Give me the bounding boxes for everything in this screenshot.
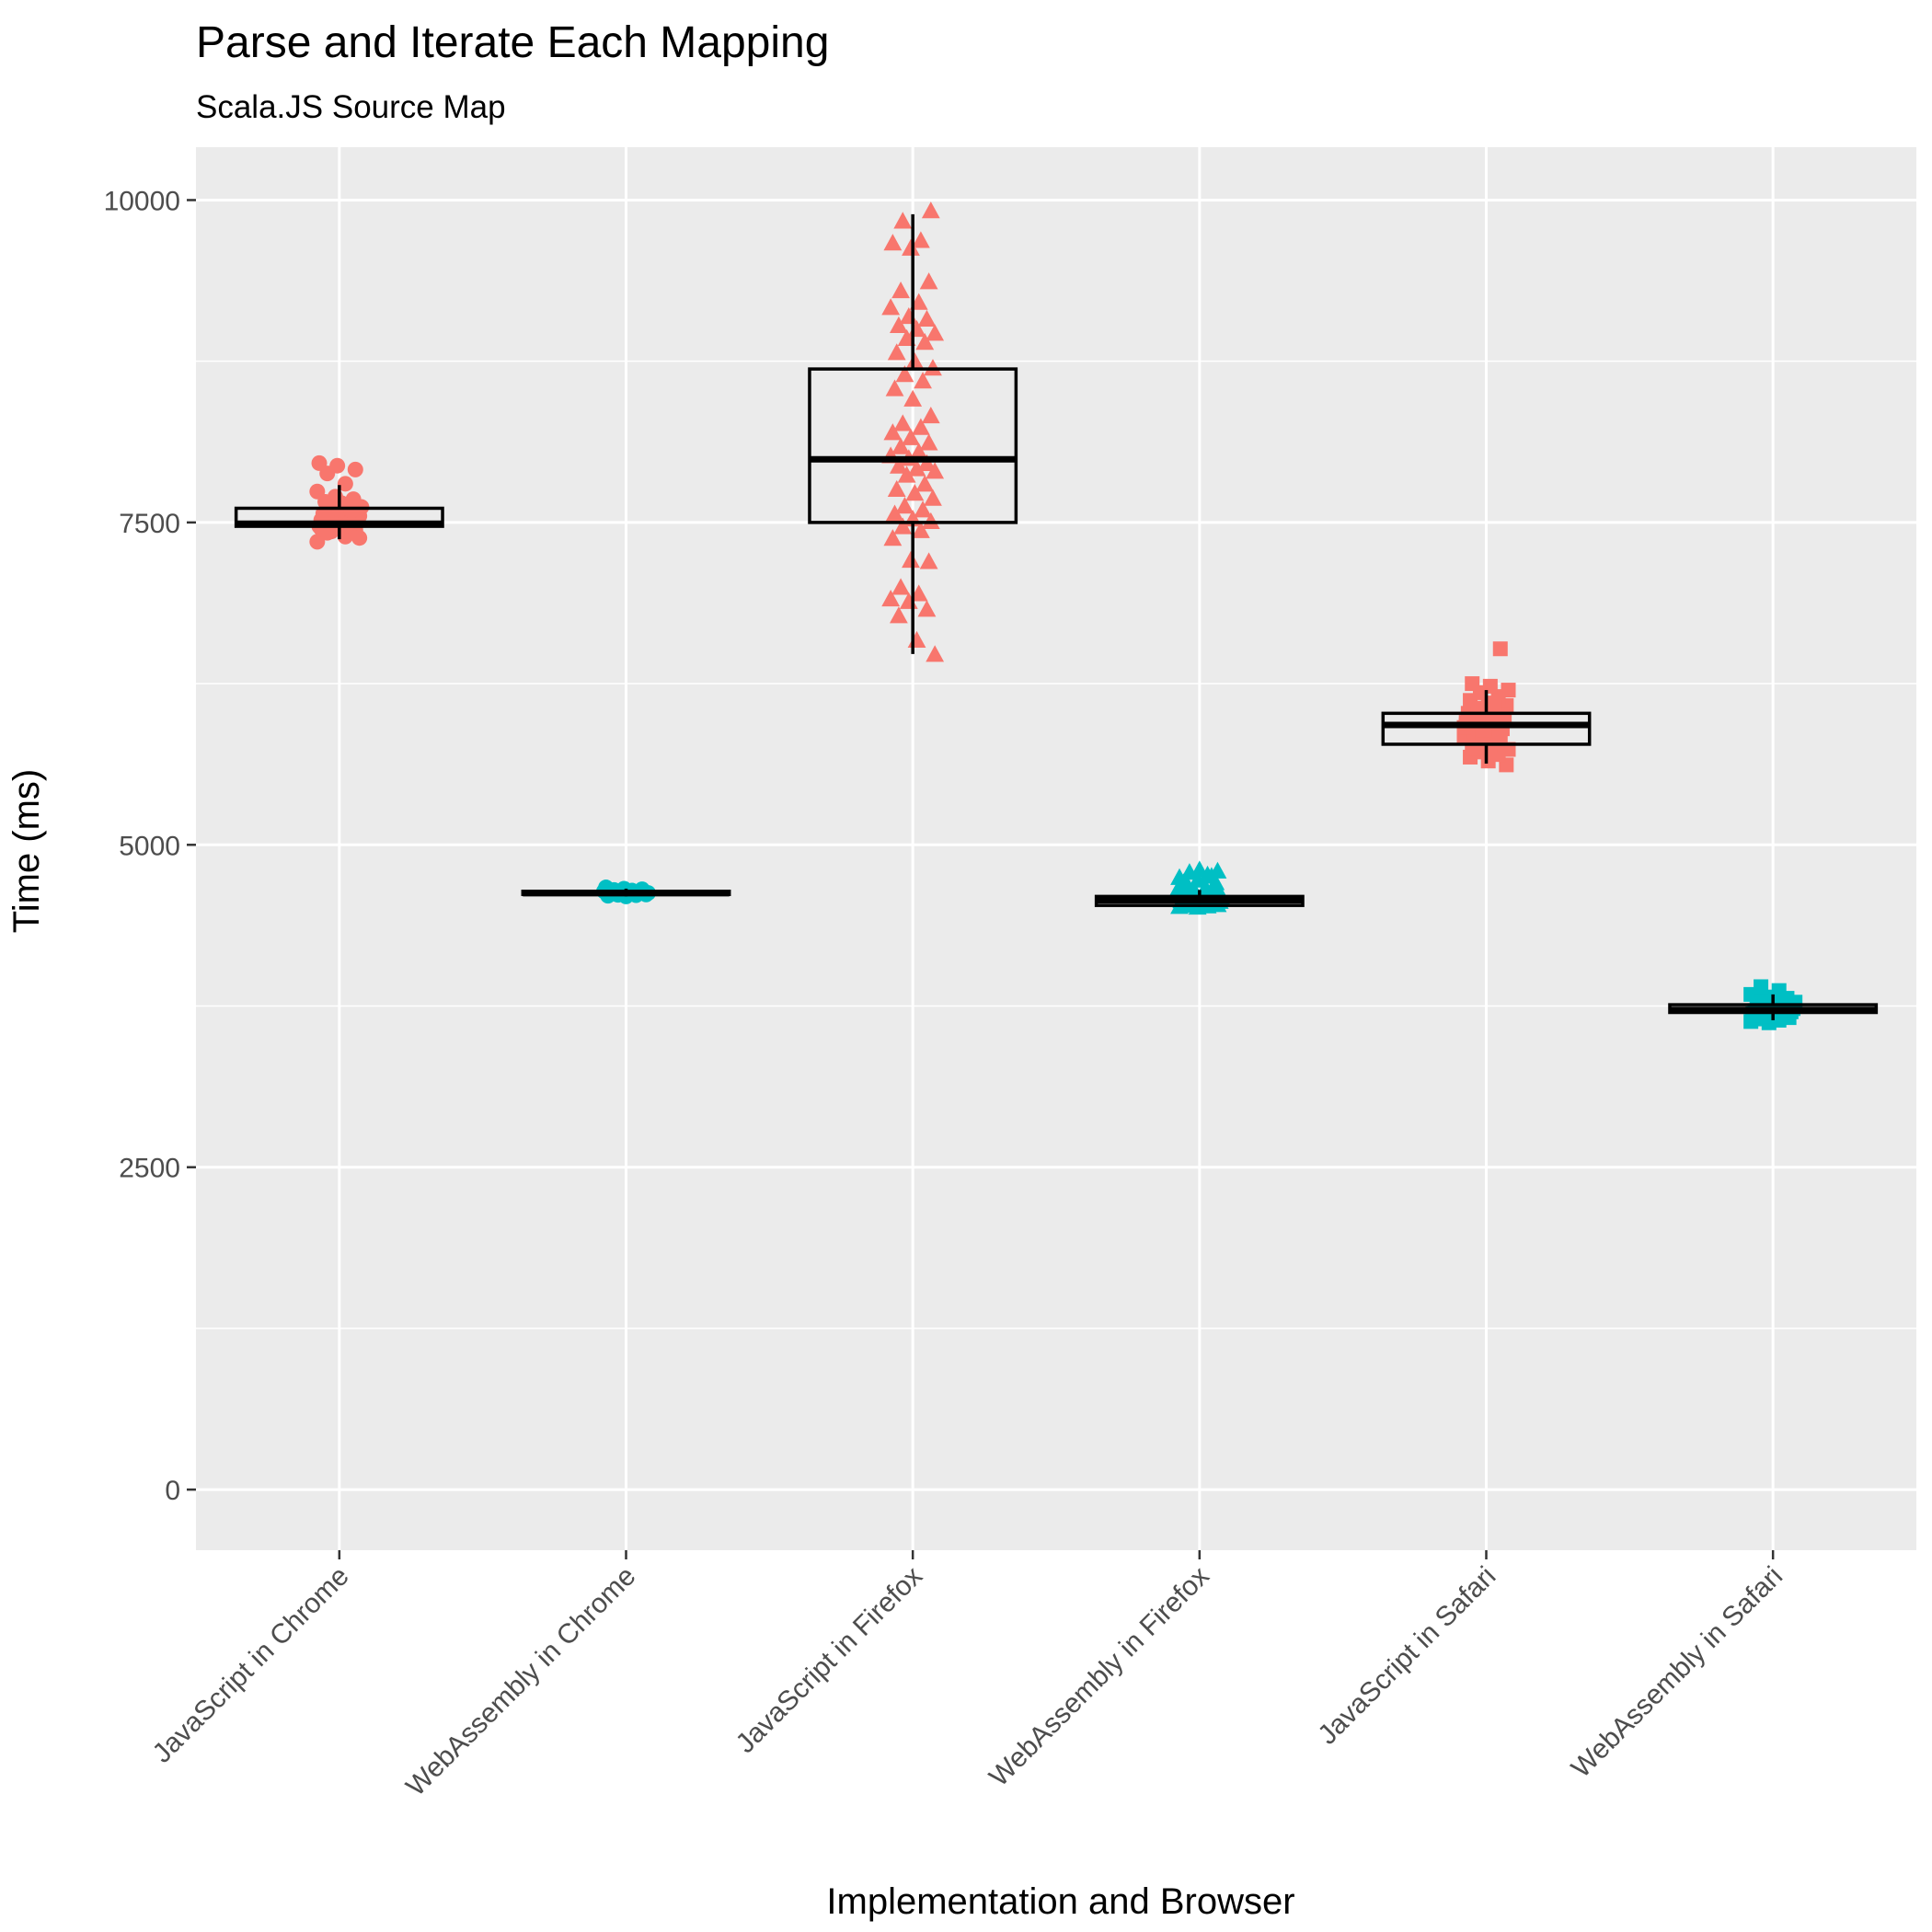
data-point (921, 201, 940, 219)
data-point (893, 517, 913, 535)
data-point (921, 406, 940, 424)
y-tick-label: 0 (165, 1476, 180, 1506)
data-point (345, 491, 362, 508)
y-tick-label: 10000 (104, 186, 180, 216)
data-point (329, 457, 346, 474)
data-point (911, 521, 930, 538)
data-point (926, 324, 945, 341)
data-point (919, 433, 938, 451)
data-point (311, 454, 328, 471)
data-point (902, 428, 920, 445)
data-point (897, 466, 916, 483)
data-point (915, 333, 935, 351)
data-point (909, 443, 928, 460)
data-point (891, 281, 910, 299)
data-point (309, 483, 326, 500)
data-point (309, 534, 326, 550)
data-point (1465, 676, 1480, 692)
data-point (907, 459, 926, 477)
data-point (883, 529, 903, 546)
data-point (889, 606, 908, 624)
data-point (883, 423, 903, 441)
data-point (917, 454, 937, 471)
data-point (889, 456, 908, 474)
data-point (881, 589, 901, 607)
data-point (1190, 860, 1209, 878)
data-point (1754, 979, 1769, 995)
data-point (919, 272, 938, 290)
data-point (917, 309, 937, 327)
data-point (924, 359, 942, 376)
data-point (893, 212, 913, 229)
data-point (914, 372, 932, 389)
x-tick-label: JavaScript in Safari (1312, 1561, 1501, 1751)
boxes (234, 213, 1879, 1020)
data-point (891, 437, 910, 454)
x-tick-label: WebAssembly in Safari (1566, 1561, 1788, 1784)
data-point (921, 512, 940, 530)
data-point (917, 600, 937, 617)
data-point (887, 479, 906, 497)
data-point (883, 234, 903, 251)
data-point (914, 500, 932, 518)
data-point (887, 343, 906, 361)
x-tick-label: WebAssembly in Chrome (400, 1561, 641, 1802)
data-point (343, 502, 360, 519)
data-point (881, 298, 901, 316)
y-tick-label: 7500 (119, 509, 180, 539)
data-point (1202, 867, 1221, 884)
data-point (1487, 699, 1502, 715)
chart-subtitle: Scala.JS Source Map (196, 89, 506, 125)
data-point (919, 552, 938, 569)
data-point (889, 316, 908, 333)
box (808, 367, 1018, 524)
data-point (924, 489, 942, 506)
data-point (926, 645, 945, 662)
data-point (891, 578, 910, 595)
data-point (905, 352, 925, 370)
y-axis-title: Time (ms) (6, 769, 47, 933)
data-point (895, 365, 914, 383)
data-point (1174, 873, 1193, 891)
data-point (902, 550, 920, 569)
data-point (911, 418, 930, 435)
y-tick-label: 2500 (119, 1154, 180, 1184)
data-point (351, 530, 368, 546)
data-point (903, 389, 923, 407)
data-point (885, 379, 904, 397)
data-point (1482, 678, 1498, 694)
data-point (1771, 983, 1787, 998)
chart-title: Parse and Iterate Each Mapping (196, 18, 829, 67)
data-point (911, 231, 930, 248)
data-point (895, 497, 914, 514)
x-tick-label: JavaScript in Chrome (147, 1561, 355, 1769)
data-point (885, 504, 904, 522)
data-point (347, 461, 363, 477)
data-point (905, 484, 925, 501)
y-tick-label: 5000 (119, 831, 180, 861)
box (1381, 711, 1592, 746)
data-point (337, 476, 353, 492)
x-axis-title: Implementation and Browser (826, 1881, 1294, 1922)
data-point (1501, 683, 1516, 698)
data-point (902, 238, 920, 256)
data-point (1492, 641, 1508, 657)
data-point (915, 475, 935, 492)
data-point (893, 414, 913, 431)
plot-panel (196, 147, 1916, 1550)
x-tick-label: WebAssembly in Firefox (983, 1561, 1215, 1793)
x-tick-label: JavaScript in Firefox (730, 1561, 929, 1760)
